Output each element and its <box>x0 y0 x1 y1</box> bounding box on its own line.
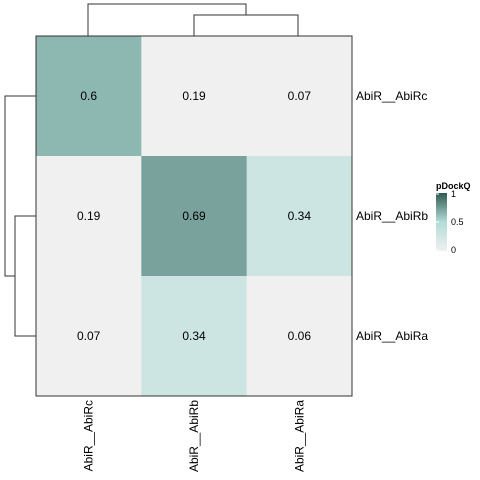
heatmap-cell <box>246 276 353 397</box>
row-label: AbiR__AbiRc <box>356 89 427 103</box>
cell-value-label: 0.06 <box>288 329 312 343</box>
heatmap-cell <box>141 156 248 277</box>
cell-value-labels: 0.6 0.19 0.07 0.19 0.69 0.34 0.07 0.34 0.06 <box>77 89 311 343</box>
heatmap-cell <box>141 36 248 157</box>
heatmap-cell <box>36 36 142 157</box>
cell-value-label: 0.69 <box>182 209 206 223</box>
color-legend: pDockQ 10.50 <box>436 181 471 255</box>
row-dendrogram <box>4 95 36 337</box>
column-label: AbiR__AbiRb <box>187 400 201 472</box>
column-dendrogram <box>87 3 299 36</box>
legend-tick-label: 0 <box>451 245 456 255</box>
row-labels: AbiR__AbiRc AbiR__AbiRb AbiR__AbiRa <box>356 89 428 343</box>
heatmap-cell <box>246 156 353 277</box>
cell-value-label: 0.07 <box>288 89 312 103</box>
legend-ticks: 10.50 <box>436 189 464 255</box>
cell-value-label: 0.19 <box>77 209 101 223</box>
legend-tick-label: 1 <box>451 189 456 199</box>
column-label: AbiR__AbiRa <box>292 400 306 472</box>
heatmap-cell <box>36 276 142 397</box>
cell-value-label: 0.07 <box>77 329 101 343</box>
legend-tick-label: 0.5 <box>451 217 464 227</box>
cell-value-label: 0.6 <box>80 89 97 103</box>
row-label: AbiR__AbiRa <box>356 329 428 343</box>
row-label: AbiR__AbiRb <box>356 209 428 223</box>
legend-color-bar <box>436 193 447 251</box>
heatmap-cells <box>36 36 353 397</box>
legend-title: pDockQ <box>436 181 471 191</box>
heatmap-cell <box>36 156 142 277</box>
heatmap-cell <box>246 36 353 157</box>
heatmap-cell <box>141 276 248 397</box>
cell-value-label: 0.34 <box>182 329 206 343</box>
cell-value-label: 0.19 <box>182 89 206 103</box>
cell-value-label: 0.34 <box>288 209 312 223</box>
column-label: AbiR__AbiRc <box>82 400 96 471</box>
column-labels: AbiR__AbiRc AbiR__AbiRb AbiR__AbiRa <box>82 400 307 472</box>
